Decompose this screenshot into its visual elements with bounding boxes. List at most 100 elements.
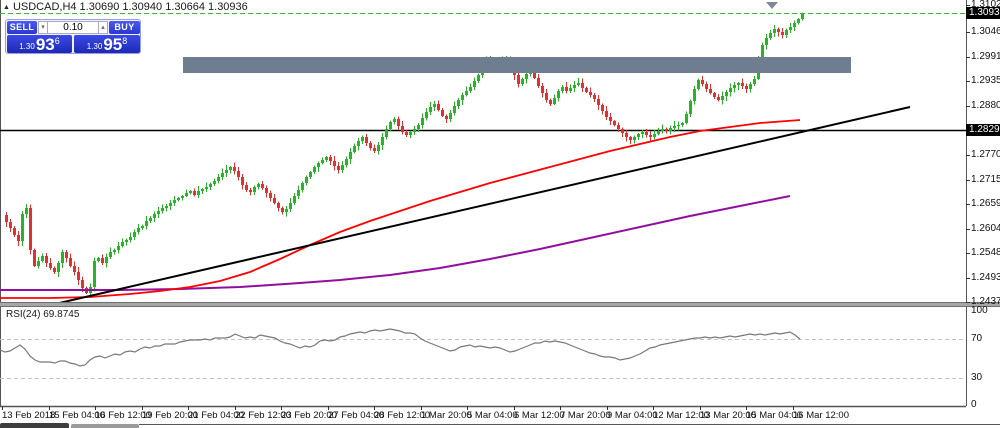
price-axis-label: 1.27705 [971,149,1000,160]
candle-body [557,91,560,98]
candle-body [133,232,136,237]
candle-body [261,184,264,188]
candle-body [381,137,384,145]
price-axis-label: 1.26040 [971,223,1000,234]
time-axis-label: 23 Feb 20:00 [281,410,337,421]
candle-body [9,222,12,228]
volume-input[interactable] [48,21,98,34]
candle-body [401,126,404,132]
candle-body [341,165,344,170]
candle-body [101,258,104,263]
candle-body [733,85,736,88]
candle-body [709,89,712,93]
sell-price-display[interactable]: 1.30 93 6 [7,35,72,53]
candle-body [645,132,648,135]
candle-body [541,86,544,93]
candle-body [281,208,284,212]
candle-body [601,105,604,111]
candle-body [265,188,268,193]
buy-price-display[interactable]: 1.30 95 8 [74,35,140,53]
time-axis-label: 22 Feb 12:00 [235,410,291,421]
symbol-ohlc-text: USDCAD,H4 1.30690 1.30940 1.30664 1.3093… [12,1,248,13]
candle-body [77,272,80,280]
time-axis-label: 19 Feb 20:00 [142,410,198,421]
rsi-level-label: 100 [971,305,988,316]
candle-body [461,95,464,100]
candle-body [313,167,316,172]
resistance-zone-rectangle[interactable] [183,57,851,73]
candle-body [225,170,228,173]
candle-body [653,134,656,137]
candle-body [625,133,628,137]
candle-body [277,203,280,208]
candle-body [629,137,632,140]
candle-body [249,190,252,192]
one-click-trading-panel: SELL ▾ ▴ BUY 1.30 93 6 1.30 95 8 [5,19,141,54]
candle-body [337,166,340,170]
candle-body [17,235,20,241]
candle-body [537,78,540,86]
time-axis-label: 27 Feb 04:00 [328,410,384,421]
candle-body [365,137,368,143]
candle-body [609,117,612,121]
chart-tab-inactive[interactable] [71,424,139,428]
buy-price-sup: 8 [122,36,128,46]
candle-body [781,32,784,35]
candle-body [697,80,700,89]
candle-body [205,187,208,189]
candle-body [301,183,304,190]
candle-body [113,250,116,252]
candle-body [45,256,48,263]
candle-body [325,157,328,160]
candle-body [385,129,388,137]
candle-body [129,237,132,240]
sell-button[interactable]: SELL [7,21,37,34]
sell-price-big: 93 [35,35,55,54]
candle-body [657,131,660,134]
candle-body [273,198,276,203]
candle-body [437,104,440,110]
candle-body [333,161,336,166]
price-axis-label: 1.31020 [971,0,1000,10]
candle-body [737,83,740,85]
candle-body [173,200,176,203]
candle-body [33,250,36,266]
time-axis-label: 15 Feb 04:00 [49,410,105,421]
candle-body [589,92,592,95]
candle-body [37,261,40,266]
candle-body [413,129,416,132]
candle-body [145,221,148,226]
candle-body [109,252,112,257]
chart-tab-active[interactable] [0,423,69,428]
candle-body [725,92,728,96]
candle-body [477,75,480,81]
candle-body [141,226,144,228]
candle-body [681,123,684,125]
candle-body [289,203,292,209]
candle-body [577,83,580,85]
candle-body [465,91,468,95]
candle-body [61,252,64,263]
buy-button[interactable]: BUY [109,21,140,34]
candle-body [445,116,448,119]
trendline[interactable] [54,106,911,305]
time-axis-label: 16 Mar 12:00 [793,410,849,421]
time-axis-label: 1 Mar 20:00 [421,410,472,421]
volume-increase-button[interactable]: ▴ [98,21,108,34]
candle-body [801,14,804,19]
price-axis-label: 1.25485 [971,247,1000,258]
candle-body [613,121,616,125]
candle-body [693,89,696,101]
candle-body [553,98,556,104]
candle-body [637,134,640,137]
pane-separator[interactable] [0,302,1000,307]
candle-body [393,119,396,122]
current-price-badge: 1.30936 [966,7,1000,19]
candle-body [197,191,200,195]
rsi-level-label: 30 [971,372,983,383]
volume-decrease-button[interactable]: ▾ [38,21,48,34]
candle-body [669,128,672,131]
candle-body [229,167,232,170]
candle-body [405,132,408,135]
